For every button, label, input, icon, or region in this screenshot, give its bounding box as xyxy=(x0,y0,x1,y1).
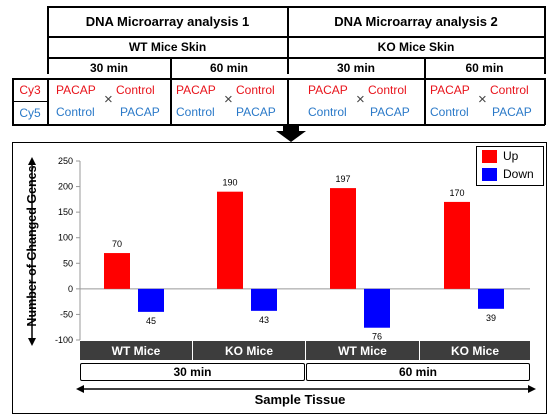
data-label-up: 197 xyxy=(335,174,350,184)
bar-down xyxy=(364,288,390,328)
legend: Up Down xyxy=(476,146,544,186)
y-tick-label: 200 xyxy=(58,182,73,192)
legend-swatch-up xyxy=(482,150,497,163)
cy3-row-label: Cy3 xyxy=(19,83,41,97)
y-tick-label: 0 xyxy=(68,284,73,294)
bar-up xyxy=(330,188,356,289)
category-label: WT Mice xyxy=(306,341,419,360)
cy3-label: PACAP xyxy=(308,83,348,97)
analysis-1-title: DNA Microarray analysis 1 xyxy=(85,14,250,29)
time-label: 30 min xyxy=(89,61,128,75)
data-label-down: 43 xyxy=(259,315,269,325)
cy3-label: PACAP xyxy=(430,83,470,97)
cy3-label: Control xyxy=(368,83,407,97)
cross-icon: × xyxy=(104,91,113,108)
cy3-label: Control xyxy=(236,83,275,97)
cy5-label: PACAP xyxy=(492,105,532,119)
cross-icon: × xyxy=(224,91,233,108)
cross-icon: × xyxy=(478,91,487,108)
cross-icon: × xyxy=(356,91,365,108)
y-axis-arrow-up-icon xyxy=(28,157,36,165)
tissue-1-label: WT Mice Skin xyxy=(128,40,207,54)
time-label: 60 min xyxy=(465,61,504,75)
cy5-label: Control xyxy=(430,105,469,119)
bar-down xyxy=(138,288,164,312)
time-label: 30 min xyxy=(336,61,375,75)
cy5-label: PACAP xyxy=(120,105,160,119)
cy5-label: PACAP xyxy=(370,105,410,119)
y-axis-title: Number of Changed Genes xyxy=(25,165,39,327)
cy5-label: Control xyxy=(308,105,347,119)
data-label-down: 45 xyxy=(146,316,156,326)
y-tick-label: -50 xyxy=(60,309,73,319)
cy3-label: Control xyxy=(490,83,529,97)
data-label-up: 190 xyxy=(222,178,237,188)
cy5-label: Control xyxy=(176,105,215,119)
time-label: 60 min xyxy=(209,61,248,75)
bar-up xyxy=(444,201,470,289)
bar-down xyxy=(251,288,277,311)
cy3-label: Control xyxy=(116,83,155,97)
down-arrow-icon xyxy=(276,124,306,142)
y-tick-label: 100 xyxy=(58,233,73,243)
legend-swatch-down xyxy=(482,168,497,181)
cy5-row-label: Cy5 xyxy=(19,105,41,120)
data-label-up: 70 xyxy=(112,239,122,249)
x-axis-double-arrow-icon xyxy=(76,385,536,393)
y-axis-arrow-down-icon xyxy=(28,338,36,346)
data-label-down: 39 xyxy=(486,313,496,323)
time-group-label: 60 min xyxy=(306,363,530,381)
cy5-label: Control xyxy=(56,105,95,119)
y-tick-label: 50 xyxy=(63,258,73,268)
time-group-label: 30 min xyxy=(80,363,305,381)
bar-up xyxy=(217,191,243,289)
data-label-up: 170 xyxy=(449,188,464,198)
category-label: WT Mice xyxy=(80,341,192,360)
tissue-2-label: KO Mice Skin xyxy=(377,40,455,54)
legend-label-up: Up xyxy=(503,149,519,163)
cy3-label: PACAP xyxy=(176,83,216,97)
x-axis-title: Sample Tissue xyxy=(254,392,346,407)
bar-down xyxy=(478,288,504,309)
y-tick-label: 150 xyxy=(58,207,73,217)
bar-up xyxy=(104,253,130,289)
category-label: KO Mice xyxy=(193,341,305,360)
chart-frame xyxy=(12,142,547,414)
y-tick-label: -100 xyxy=(55,335,73,345)
y-tick-label: 250 xyxy=(58,156,73,166)
category-label: KO Mice xyxy=(420,341,530,360)
cy5-label: PACAP xyxy=(236,105,276,119)
data-label-down: 76 xyxy=(372,332,382,342)
legend-label-down: Down xyxy=(503,167,534,181)
analysis-2-title: DNA Microarray analysis 2 xyxy=(334,14,498,29)
cy3-label: PACAP xyxy=(56,83,96,97)
